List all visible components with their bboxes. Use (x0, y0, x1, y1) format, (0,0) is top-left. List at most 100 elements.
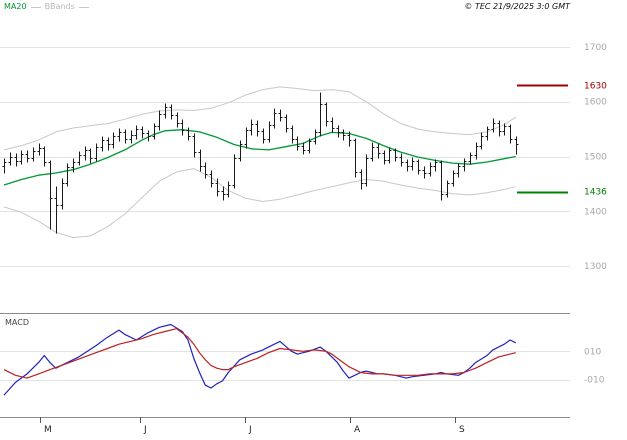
macd-signal-line (3, 328, 516, 379)
ohlc-bar (399, 153, 404, 167)
ohlc-bar (180, 119, 185, 136)
ohlc-bar (502, 123, 507, 136)
ma20-line (3, 129, 516, 186)
ohlc-bar (129, 130, 134, 144)
ohlc-bar (347, 131, 352, 147)
ohlc-bar (336, 125, 341, 138)
ohlc-bar (462, 158, 467, 172)
ohlc-bar (267, 121, 272, 143)
ohlc-bar (497, 120, 502, 137)
macd-panel-label: MACD (5, 318, 29, 327)
ohlc-bar (42, 146, 47, 167)
ohlc-bar (508, 124, 513, 144)
ma20-line-sample-icon (30, 6, 41, 8)
ohlc-bar (364, 154, 369, 187)
macd-tick-label: 010 (584, 347, 601, 357)
ohlc-bar (48, 160, 53, 230)
ohlc-bar (60, 178, 65, 210)
price-tick-label: 1300 (584, 262, 607, 272)
macd-tick-label: -010 (584, 376, 605, 386)
ohlc-bar (226, 181, 231, 198)
bollinger-lower-line (3, 168, 516, 239)
ohlc-bar (514, 136, 519, 155)
macd-line (3, 323, 517, 396)
ohlc-bar (290, 125, 295, 144)
ohlc-bar (157, 110, 162, 131)
ohlc-bar (491, 118, 496, 133)
ohlc-bar (324, 102, 329, 127)
ohlc-bar (152, 123, 157, 140)
ohlc-bar (313, 129, 318, 145)
ohlc-bar (31, 147, 36, 162)
ohlc-bar (221, 186, 226, 201)
ohlc-bar (341, 129, 346, 141)
ohlc-bar (244, 127, 249, 149)
price-tick-label: 1400 (584, 207, 607, 217)
ohlc-bar (445, 180, 450, 198)
ohlc-bar (2, 158, 7, 174)
ohlc-bar (71, 158, 76, 173)
ohlc-bar (134, 125, 139, 140)
month-label: A (354, 425, 361, 435)
ohlc-bar (203, 162, 208, 179)
ohlc-bar (318, 92, 323, 137)
indicator-legend: MA20 BBands (4, 2, 89, 12)
ohlc-bar (8, 152, 13, 166)
ohlc-bar (451, 170, 456, 187)
resistance-level-label: 1630 (584, 81, 607, 91)
bbands-line-sample-icon (78, 6, 89, 8)
support-level-label: 1436 (584, 188, 607, 198)
ohlc-bar (111, 132, 116, 149)
ohlc-bar (261, 128, 266, 144)
ohlc-bar (123, 129, 128, 144)
ohlc-bar (307, 138, 312, 154)
month-label: M (44, 425, 52, 435)
ohlc-bar (249, 119, 254, 136)
ohlc-bar (376, 143, 381, 159)
ohlc-bar (353, 138, 358, 178)
ohlc-bar (272, 108, 277, 129)
ohlc-bar (83, 146, 88, 161)
ohlc-bar (295, 136, 300, 151)
ohlc-bar (410, 157, 415, 171)
ohlc-bar (94, 143, 99, 162)
ohlc-bar (117, 128, 122, 142)
ohlc-bar (14, 153, 19, 167)
ohlc-bar (422, 166, 427, 179)
ohlc-bar (370, 142, 375, 162)
ohlc-bar (255, 120, 260, 137)
ohlc-bar (186, 127, 191, 141)
ohlc-bar (456, 163, 461, 178)
ohlc-bar (163, 103, 168, 119)
ohlc-bar (146, 130, 151, 142)
ohlc-bar (100, 136, 105, 152)
ohlc-bar (428, 162, 433, 177)
ohlc-bar (37, 143, 42, 156)
ohlc-bar (416, 159, 421, 175)
ohlc-bar (301, 142, 306, 155)
month-label: J (143, 425, 147, 435)
ohlc-bar (479, 132, 484, 150)
ohlc-bar (175, 112, 180, 128)
ohlc-bar (433, 159, 438, 172)
ohlc-bar (278, 109, 283, 122)
ohlc-bar (25, 150, 30, 163)
legend-ma20-label: MA20 (4, 2, 27, 11)
copyright-text: © TEC 21/9/2025 3:0 GMT (464, 2, 570, 11)
ohlc-bar (439, 160, 444, 201)
ohlc-bar (198, 149, 203, 172)
month-label: J (248, 425, 252, 435)
ohlc-bar (65, 163, 70, 187)
ohlc-bar (209, 170, 214, 188)
ohlc-bar (169, 104, 174, 120)
ohlc-bar (382, 150, 387, 165)
ohlc-bar (140, 126, 145, 139)
ohlc-bar (330, 117, 335, 133)
ohlc-bar (88, 148, 93, 164)
ohlc-bar (359, 169, 364, 190)
ohlc-bar (284, 114, 289, 133)
ohlc-bar (77, 151, 82, 166)
price-tick-label: 1500 (584, 153, 607, 163)
